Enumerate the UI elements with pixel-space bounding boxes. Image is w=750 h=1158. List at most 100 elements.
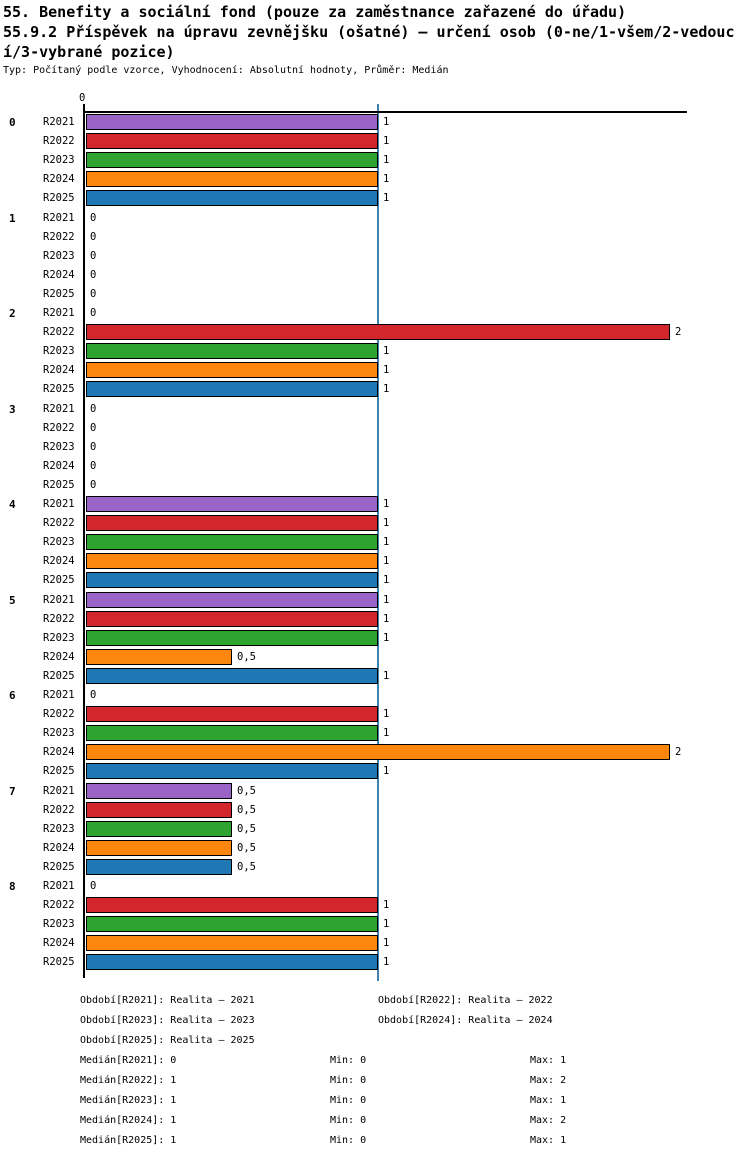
series-row-label: R2021 [43, 784, 75, 797]
series-row-label: R2021 [43, 116, 75, 128]
bar [86, 114, 378, 130]
legend-median-entry: Medián[R2022]: 1 [80, 1075, 177, 1086]
group-label: 6 [9, 689, 16, 702]
series-row-label: R2022 [43, 135, 75, 148]
bar-value-label: 1 [383, 498, 390, 510]
bar-value-label: 0 [90, 230, 97, 243]
bar [86, 171, 378, 188]
legend-median-entry: Medián[R2024]: 1 [80, 1115, 177, 1126]
group-label: 7 [9, 784, 16, 798]
bar [86, 782, 232, 799]
bar-value-label: 0,5 [237, 841, 256, 854]
bar [86, 820, 232, 837]
bar-value-label: 0 [90, 211, 97, 224]
legend-max-entry: Max: 1 [530, 1135, 567, 1146]
series-row-label: R2024 [43, 746, 75, 759]
bar-value-label: 1 [383, 918, 390, 931]
series-row-label: R2024 [43, 650, 75, 663]
legend-min-entry: Min: 0 [330, 1055, 367, 1066]
bar-value-label: 1 [383, 631, 390, 644]
bar-value-label: 2 [675, 746, 682, 759]
series-row-label: R2025 [43, 192, 75, 205]
bar-value-label: 0 [90, 249, 97, 262]
group-label: 0 [9, 116, 16, 129]
bar-value-label: 1 [383, 669, 390, 682]
series-row-label: R2024 [43, 459, 75, 472]
bar-value-label: 0 [90, 689, 97, 701]
bar-value-label: 1 [383, 727, 390, 740]
bar-value-label: 0 [90, 478, 97, 491]
series-row-label: R2025 [43, 860, 75, 873]
bar-value-label: 1 [383, 173, 390, 186]
bar-value-label: 0 [90, 421, 97, 434]
series-row-label: R2025 [43, 669, 75, 682]
bar-value-label: 1 [383, 536, 390, 549]
series-row-label: R2022 [43, 803, 75, 816]
legend-min-entry: Min: 0 [330, 1095, 367, 1106]
legend-median-entry: Medián[R2021]: 0 [80, 1055, 177, 1066]
series-row-label: R2021 [43, 402, 75, 415]
group-label: 4 [9, 498, 16, 511]
bar-value-label: 1 [383, 517, 390, 530]
bar-value-label: 1 [383, 956, 390, 969]
bar-value-label: 1 [383, 135, 390, 148]
axis-top-line [85, 111, 687, 113]
bar [86, 858, 232, 875]
bar-value-label: 0 [90, 440, 97, 453]
group-label: 1 [9, 211, 16, 225]
legend-max-entry: Max: 1 [530, 1055, 567, 1066]
report-title-line-3: í/3-vybrané pozice) [3, 43, 175, 61]
bar-value-label: 0,5 [237, 860, 256, 873]
bar-value-label: 1 [383, 937, 390, 950]
bar [86, 572, 378, 589]
bar [86, 553, 378, 570]
series-row-label: R2023 [43, 249, 75, 262]
bar [86, 897, 378, 914]
series-row-label: R2023 [43, 345, 75, 358]
bar-value-label: 1 [383, 593, 390, 606]
series-row-label: R2024 [43, 841, 75, 854]
bar-value-label: 0 [90, 402, 97, 415]
series-row-label: R2025 [43, 287, 75, 300]
bar-value-label: 1 [383, 154, 390, 167]
series-row-label: R2025 [43, 478, 75, 491]
axis-zero-tick-label: 0 [79, 92, 86, 104]
legend-max-entry: Max: 1 [530, 1095, 567, 1106]
bar [86, 496, 378, 512]
bar [86, 801, 232, 818]
bar [86, 648, 232, 665]
legend-median-entry: Medián[R2023]: 1 [80, 1095, 177, 1106]
bar [86, 343, 378, 360]
bar [86, 916, 378, 933]
bar-value-label: 1 [383, 192, 390, 205]
series-row-label: R2025 [43, 574, 75, 587]
bar [86, 152, 378, 169]
series-row-label: R2023 [43, 727, 75, 740]
bar-value-label: 0 [90, 287, 97, 300]
bar-value-label: 1 [383, 574, 390, 587]
series-row-label: R2022 [43, 708, 75, 721]
series-row-label: R2025 [43, 383, 75, 396]
bar [86, 839, 232, 856]
series-row-label: R2021 [43, 593, 75, 606]
bar-value-label: 0,5 [237, 784, 256, 797]
bar [86, 324, 670, 341]
legend-max-entry: Max: 2 [530, 1075, 567, 1086]
series-row-label: R2023 [43, 536, 75, 549]
series-row-label: R2021 [43, 211, 75, 224]
report-title-line-1: 55. Benefity a sociální fond (pouze za z… [3, 3, 627, 21]
series-row-label: R2021 [43, 498, 75, 510]
legend-period-entry: Období[R2023]: Realita – 2023 [80, 1015, 255, 1026]
series-row-label: R2023 [43, 918, 75, 931]
bar-value-label: 0,5 [237, 803, 256, 816]
bar [86, 381, 378, 398]
bar [86, 667, 378, 684]
series-row-label: R2022 [43, 612, 75, 625]
bar [86, 725, 378, 742]
bar [86, 744, 670, 761]
series-row-label: R2023 [43, 822, 75, 835]
series-row-label: R2024 [43, 364, 75, 377]
series-row-label: R2022 [43, 517, 75, 530]
legend-median-entry: Medián[R2025]: 1 [80, 1135, 177, 1146]
series-row-label: R2025 [43, 765, 75, 778]
